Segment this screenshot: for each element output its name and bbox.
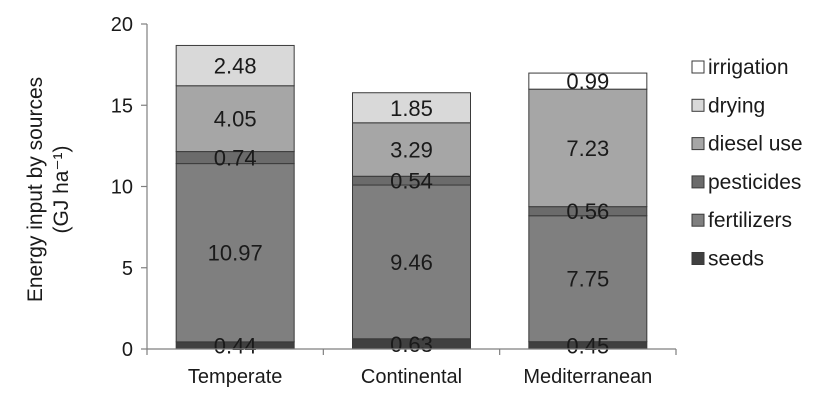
bar-segment-fertilizers-mediterranean [528,215,648,343]
y-tick-label: 0 [122,339,133,361]
data-label-diesel-use-temperate: 4.05 [214,107,257,132]
legend-swatch-drying [691,98,705,112]
data-labels-layer: 0.44 10.97 0.74 4.05 2.48 0.63 9.46 0.54 3.29 1.8… [208,54,610,359]
legend-swatch-fertilizers [691,213,705,227]
data-label-diesel-use-mediterranean: 7.23 [566,136,609,161]
legend-item-drying: drying [691,94,765,117]
bar-segment-fertilizers-temperate [175,163,295,343]
y-tick-label: 15 [111,95,133,117]
legend-label-pesticides: pesticides [708,171,801,194]
bar-segment-diesel-use-mediterranean [528,88,648,208]
bar-segment-drying-continental [352,92,471,124]
data-label-pesticides-mediterranean: 0.56 [566,199,609,224]
data-label-fertilizers-mediterranean: 7.75 [566,267,609,292]
legend-label-seeds: seeds [708,248,764,271]
data-label-diesel-use-continental: 3.29 [390,138,433,163]
data-label-pesticides-continental: 0.54 [390,169,433,194]
y-tick-label: 5 [122,258,133,280]
data-label-pesticides-temperate: 0.74 [214,146,257,171]
legend-item-irrigation: irrigation [691,56,789,79]
legend-item-seeds: seeds [691,248,764,271]
y-axis-title-line1: Energy input by sources [24,77,47,302]
bar-segment-irrigation-mediterranean [528,72,648,90]
data-label-seeds-mediterranean: 0.45 [566,333,609,358]
legend: irrigation drying diesel use pesticides fert… [691,56,803,271]
legend-swatch-seeds [691,252,705,265]
legend-label-fertilizers: fertilizers [708,209,792,232]
data-label-fertilizers-continental: 9.46 [390,250,433,275]
bar-segment-fertilizers-continental [352,184,471,340]
bar-segment-drying-temperate [175,44,295,87]
data-label-drying-continental: 1.85 [390,96,433,121]
legend-swatch-pesticides [691,175,705,189]
y-tick-label: 20 [111,14,133,36]
bar-segment-diesel-use-continental [352,122,471,177]
legend-swatch-irrigation [691,60,705,74]
legend-label-drying: drying [708,94,765,117]
data-label-irrigation-mediterranean: 0.99 [566,69,609,94]
data-label-seeds-continental: 0.63 [390,332,433,357]
legend-item-diesel-use: diesel use [691,133,803,156]
legend-label-diesel-use: diesel use [708,133,803,156]
y-tick-label: 10 [111,177,133,199]
legend-swatch-diesel-use [691,137,705,151]
legend-item-fertilizers: fertilizers [691,209,792,232]
y-axis-title-unit: (GJ ha⁻¹) [50,145,73,233]
legend-item-pesticides: pesticides [691,171,801,194]
x-tick-label-temperate: Temperate [188,366,283,388]
axes-layer: 0 5 10 15 20 Temperate Continental Mediterranea… [111,14,677,388]
bar-segment-diesel-use-temperate [175,85,295,153]
data-label-fertilizers-temperate: 10.97 [208,241,263,266]
bars-layer [175,44,648,350]
x-tick-label-continental: Continental [361,366,462,388]
x-tick-label-mediterranean: Mediterranean [523,366,652,388]
data-label-drying-temperate: 2.48 [214,54,257,79]
data-label-seeds-temperate: 0.44 [214,333,257,358]
y-axis-title: Energy input by sources (GJ ha⁻¹) [24,77,73,302]
legend-label-irrigation: irrigation [708,56,789,79]
